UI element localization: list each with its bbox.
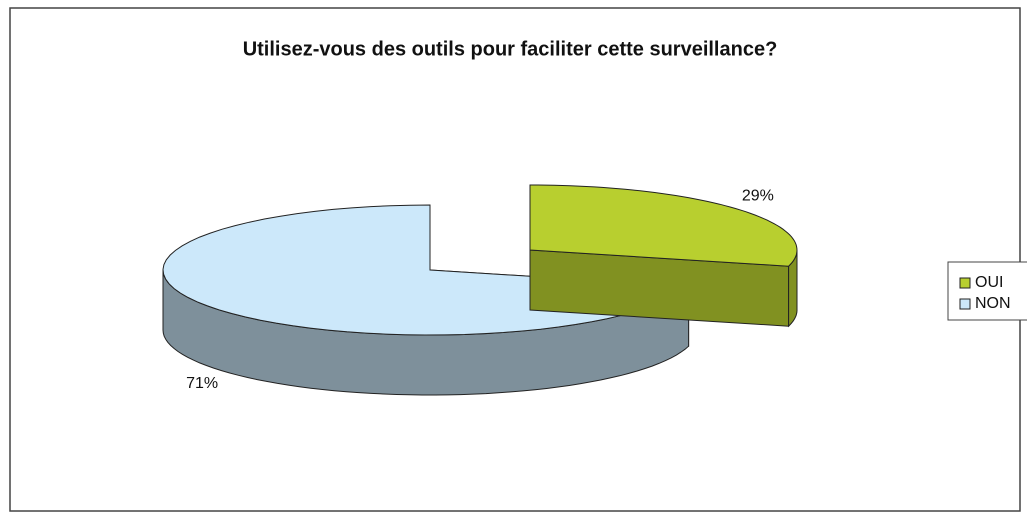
pie: 29% 71% (162, 184, 798, 396)
legend-swatch (959, 298, 971, 310)
legend-label: NON (975, 295, 1011, 312)
legend: OUI NON (959, 274, 1011, 312)
legend-swatch (959, 277, 971, 289)
chart-title: Utilisez-vous des outils pour faciliter … (243, 38, 778, 60)
slice-top (529, 184, 798, 267)
legend-label: OUI (975, 274, 1003, 291)
data-label: 29% (742, 187, 774, 204)
data-label: 71% (186, 375, 218, 392)
legend-box (947, 261, 1027, 321)
chart-border (9, 7, 1021, 512)
